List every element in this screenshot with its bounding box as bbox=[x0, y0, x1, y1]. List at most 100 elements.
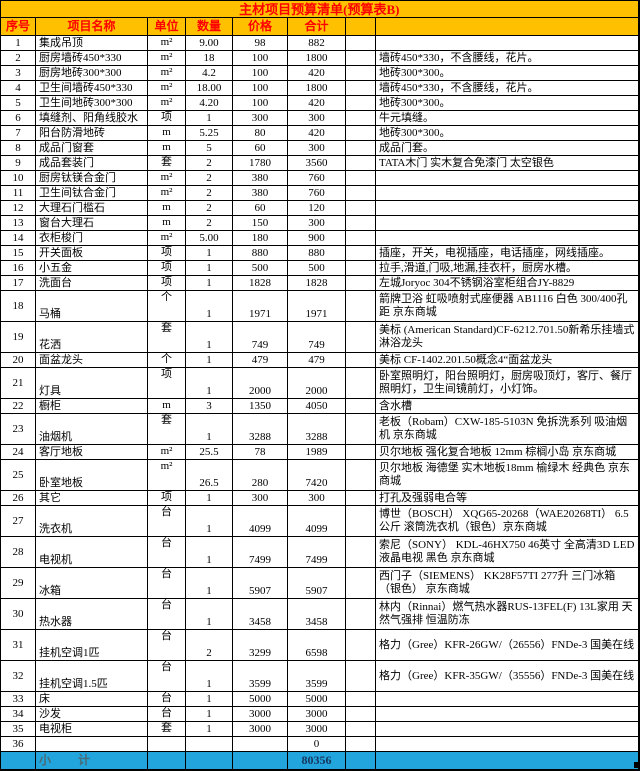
total-cell[interactable]: 1800 bbox=[287, 50, 346, 66]
gap-cell[interactable] bbox=[345, 125, 376, 141]
row-number-cell[interactable]: 15 bbox=[0, 245, 36, 261]
row-number-cell[interactable]: 7 bbox=[0, 125, 36, 141]
subtotal-price-cell[interactable] bbox=[232, 751, 288, 770]
quantity-cell[interactable]: 18.00 bbox=[185, 80, 233, 96]
row-number-cell[interactable]: 6 bbox=[0, 110, 36, 126]
quantity-cell[interactable]: 3 bbox=[185, 398, 233, 414]
gap-cell[interactable] bbox=[345, 50, 376, 66]
row-number-cell[interactable]: 9 bbox=[0, 155, 36, 171]
row-number-cell[interactable]: 14 bbox=[0, 230, 36, 246]
gap-cell[interactable] bbox=[345, 490, 376, 506]
price-cell[interactable]: 1780 bbox=[232, 155, 288, 171]
total-cell[interactable]: 760 bbox=[287, 185, 346, 201]
total-cell[interactable]: 3599 bbox=[287, 660, 346, 692]
item-name-cell[interactable]: 衣柜梭门 bbox=[35, 230, 148, 246]
unit-cell[interactable]: 个 bbox=[147, 352, 186, 368]
item-name-cell[interactable]: 阳台防滑地砖 bbox=[35, 125, 148, 141]
gap-cell[interactable] bbox=[345, 200, 376, 216]
quantity-cell[interactable]: 4.20 bbox=[185, 95, 233, 111]
item-name-cell[interactable]: 洗衣机 bbox=[35, 505, 148, 537]
row-number-cell[interactable]: 20 bbox=[0, 352, 36, 368]
quantity-cell[interactable]: 5 bbox=[185, 140, 233, 156]
unit-cell[interactable]: 项 bbox=[147, 490, 186, 506]
price-cell[interactable]: 300 bbox=[232, 490, 288, 506]
row-number-cell[interactable]: 30 bbox=[0, 598, 36, 630]
price-cell[interactable]: 380 bbox=[232, 185, 288, 201]
selection-fill-handle[interactable] bbox=[634, 762, 640, 768]
total-cell[interactable]: 4099 bbox=[287, 505, 346, 537]
remark-cell[interactable]: 地砖300*300。 bbox=[374, 125, 640, 141]
row-number-cell[interactable]: 22 bbox=[0, 398, 36, 414]
remark-cell[interactable] bbox=[374, 215, 640, 231]
remark-cell[interactable]: 成品门套。 bbox=[374, 140, 640, 156]
quantity-cell[interactable]: 1 bbox=[185, 706, 233, 722]
price-cell[interactable]: 78 bbox=[232, 444, 288, 460]
unit-cell[interactable]: 台 bbox=[147, 536, 186, 568]
gap-cell[interactable] bbox=[345, 275, 376, 291]
price-cell[interactable]: 150 bbox=[232, 215, 288, 231]
row-number-cell[interactable]: 4 bbox=[0, 80, 36, 96]
unit-cell[interactable]: 项 bbox=[147, 260, 186, 276]
total-cell[interactable]: 3000 bbox=[287, 721, 346, 737]
price-cell[interactable]: 1350 bbox=[232, 398, 288, 414]
quantity-cell[interactable]: 2 bbox=[185, 215, 233, 231]
unit-cell[interactable]: m² bbox=[147, 95, 186, 111]
gap-cell[interactable] bbox=[345, 352, 376, 368]
unit-cell[interactable]: m bbox=[147, 398, 186, 414]
item-name-cell[interactable]: 客厅地板 bbox=[35, 444, 148, 460]
row-number-cell[interactable]: 1 bbox=[0, 35, 36, 51]
total-cell[interactable]: 4050 bbox=[287, 398, 346, 414]
total-cell[interactable]: 1800 bbox=[287, 80, 346, 96]
total-cell[interactable]: 5000 bbox=[287, 691, 346, 707]
item-name-cell[interactable]: 冰箱 bbox=[35, 567, 148, 599]
price-cell[interactable]: 880 bbox=[232, 245, 288, 261]
item-name-cell[interactable]: 面盆龙头 bbox=[35, 352, 148, 368]
remark-cell[interactable]: 牛元填缝。 bbox=[374, 110, 640, 126]
remark-cell[interactable]: 老板（Robam）CXW-185-5103N 免拆洗系列 吸油烟机 京东商城 bbox=[374, 413, 640, 445]
total-cell[interactable]: 760 bbox=[287, 170, 346, 186]
total-cell[interactable]: 3000 bbox=[287, 706, 346, 722]
unit-cell[interactable]: m² bbox=[147, 185, 186, 201]
unit-cell[interactable]: m bbox=[147, 125, 186, 141]
quantity-cell[interactable]: 2 bbox=[185, 155, 233, 171]
row-number-cell[interactable]: 16 bbox=[0, 260, 36, 276]
quantity-cell[interactable]: 1 bbox=[185, 505, 233, 537]
total-cell[interactable]: 120 bbox=[287, 200, 346, 216]
remark-cell[interactable]: 索尼（SONY） KDL-46HX750 46英寸 全高清3D LED液晶电视 … bbox=[374, 536, 640, 568]
row-number-cell[interactable]: 29 bbox=[0, 567, 36, 599]
item-name-cell[interactable]: 大理石门槛石 bbox=[35, 200, 148, 216]
price-cell[interactable]: 749 bbox=[232, 321, 288, 353]
remark-cell[interactable]: 箭牌卫浴 虹吸喷射式座便器 AB1116 白色 300/400孔距 京东商城 bbox=[374, 290, 640, 322]
item-name-cell[interactable]: 热水器 bbox=[35, 598, 148, 630]
item-name-cell[interactable]: 灯具 bbox=[35, 367, 148, 399]
remark-cell[interactable]: 格力（Gree）KFR-35GW/（35556）FNDe-3 国美在线 bbox=[374, 660, 640, 692]
unit-cell[interactable]: 套 bbox=[147, 155, 186, 171]
total-cell[interactable]: 3288 bbox=[287, 413, 346, 445]
row-number-cell[interactable]: 34 bbox=[0, 706, 36, 722]
row-number-cell[interactable]: 17 bbox=[0, 275, 36, 291]
quantity-cell[interactable]: 1 bbox=[185, 275, 233, 291]
row-number-cell[interactable]: 11 bbox=[0, 185, 36, 201]
quantity-cell[interactable]: 1 bbox=[185, 290, 233, 322]
item-name-cell[interactable]: 油烟机 bbox=[35, 413, 148, 445]
price-cell[interactable]: 3299 bbox=[232, 629, 288, 661]
row-number-cell[interactable]: 8 bbox=[0, 140, 36, 156]
gap-cell[interactable] bbox=[345, 691, 376, 707]
quantity-cell[interactable]: 9.00 bbox=[185, 35, 233, 51]
gap-cell[interactable] bbox=[345, 215, 376, 231]
remark-cell[interactable]: 插座，开关，电视插座，电话插座，网线插座。 bbox=[374, 245, 640, 261]
total-cell[interactable]: 749 bbox=[287, 321, 346, 353]
price-cell[interactable]: 380 bbox=[232, 170, 288, 186]
item-name-cell[interactable]: 成品套装门 bbox=[35, 155, 148, 171]
quantity-cell[interactable]: 1 bbox=[185, 721, 233, 737]
row-number-cell[interactable]: 36 bbox=[0, 736, 36, 752]
quantity-cell[interactable]: 1 bbox=[185, 352, 233, 368]
header-remark[interactable] bbox=[374, 17, 640, 36]
row-number-cell[interactable]: 24 bbox=[0, 444, 36, 460]
total-cell[interactable]: 1828 bbox=[287, 275, 346, 291]
header-total[interactable]: 合计 bbox=[287, 17, 346, 36]
quantity-cell[interactable]: 1 bbox=[185, 660, 233, 692]
item-name-cell[interactable]: 开关面板 bbox=[35, 245, 148, 261]
quantity-cell[interactable]: 5.00 bbox=[185, 230, 233, 246]
header-unit[interactable]: 单位 bbox=[147, 17, 186, 36]
